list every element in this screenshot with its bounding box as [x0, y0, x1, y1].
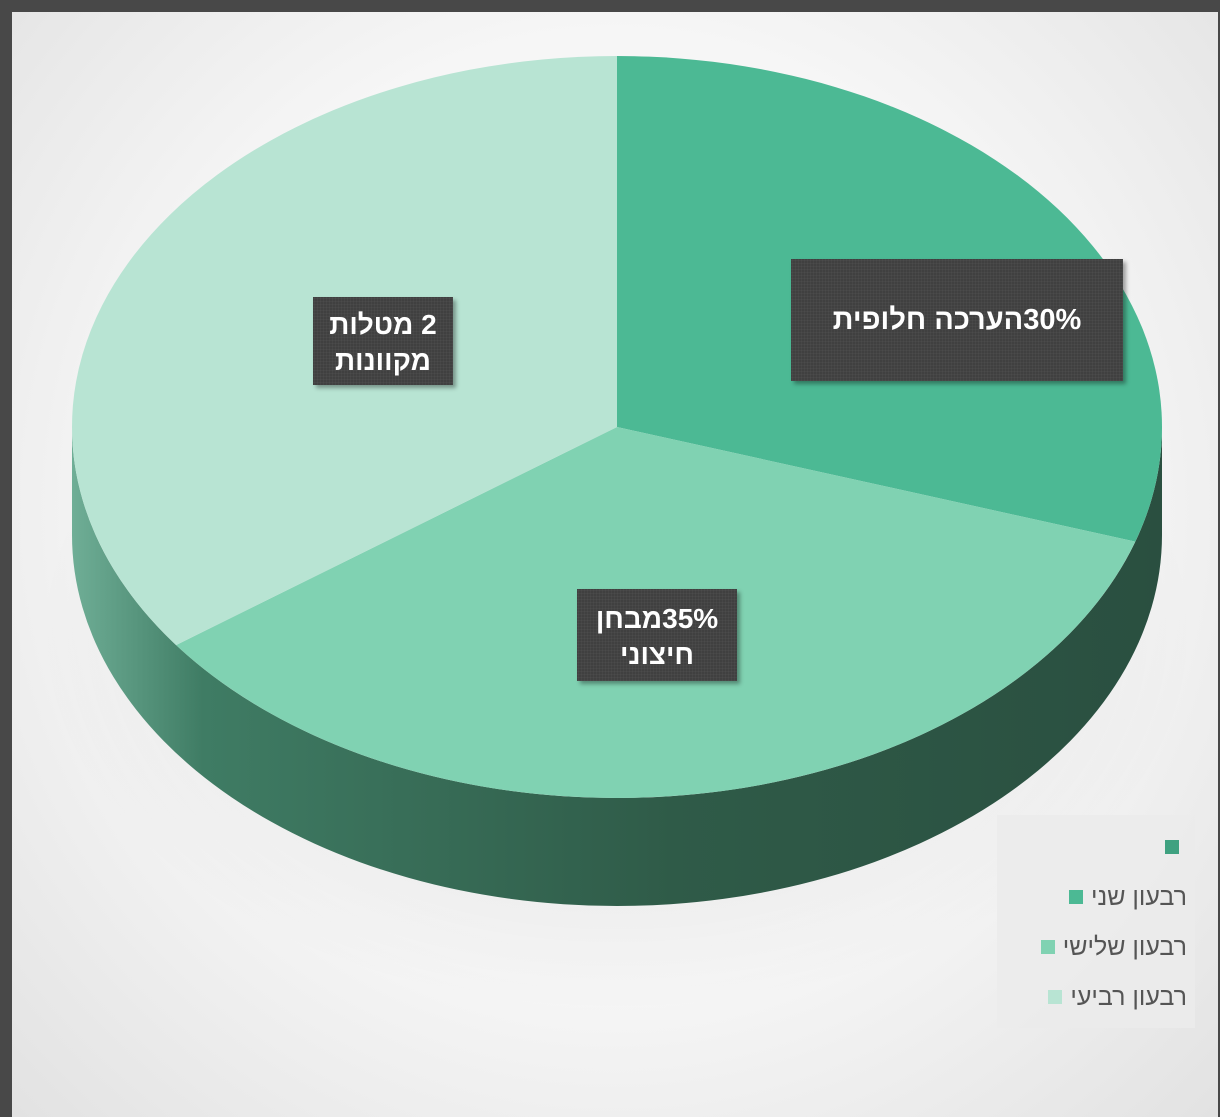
data-label-online-tasks: 2 מטלות מקוונות	[313, 297, 453, 385]
pie-side-wall	[72, 427, 1162, 906]
chart-area: 30%הערכה חלופית 35%מבחן חיצוני 2 מטלות מ…	[12, 12, 1218, 1117]
legend-item-2: רבעון שני	[1068, 879, 1187, 915]
legend-item-4: רבעון רביעי	[1048, 979, 1187, 1015]
legend-swatch-2	[1068, 890, 1083, 904]
legend-swatch-4	[1048, 990, 1063, 1004]
data-label-external-exam: 35%מבחן חיצוני	[577, 589, 737, 681]
legend-label-4: רבעון רביעי	[1070, 982, 1187, 1011]
legend-swatch-3	[1040, 940, 1055, 954]
legend: רבעון שני רבעון שלישי רבעון רביעי	[997, 815, 1195, 1028]
legend-label-2: רבעון שני	[1090, 882, 1187, 911]
data-label-alternative-assessment: 30%הערכה חלופית	[791, 259, 1123, 381]
legend-item-1	[1165, 829, 1187, 865]
legend-label-3: רבעון שלישי	[1062, 932, 1187, 961]
legend-swatch-1	[1165, 840, 1179, 854]
legend-item-3: רבעון שלישי	[1040, 929, 1187, 965]
